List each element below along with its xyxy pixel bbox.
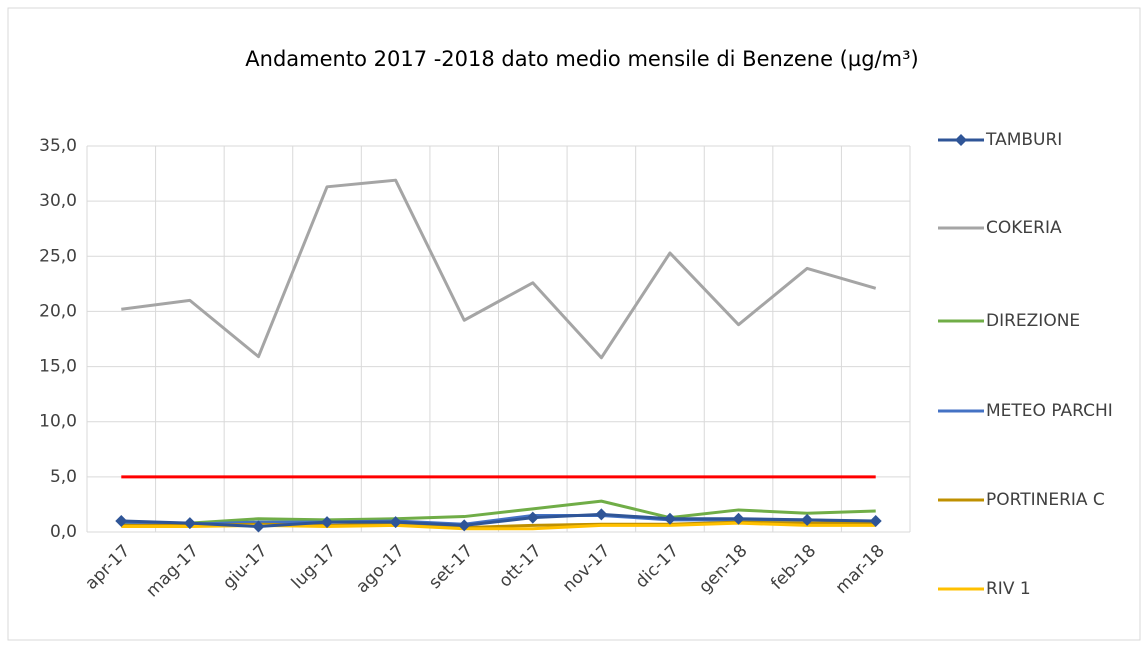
point-marker <box>389 516 402 529</box>
y-tick-label: 5,0 <box>50 467 77 487</box>
y-tick-label: 20,0 <box>39 301 77 321</box>
y-tick-label: 25,0 <box>39 246 77 266</box>
legend-label: TAMBURI <box>985 130 1062 150</box>
point-marker <box>663 512 676 525</box>
legend-label: COKERIA <box>986 218 1062 238</box>
legend-label: PORTINERIA C <box>986 490 1105 510</box>
legend-label: METEO PARCHI <box>986 401 1113 421</box>
legend-label: DIREZIONE <box>986 311 1080 331</box>
legend-label: RIV 1 <box>986 579 1031 599</box>
point-marker <box>252 520 265 533</box>
point-marker <box>321 516 334 529</box>
point-marker <box>183 517 196 530</box>
point-marker <box>869 514 882 527</box>
point-marker <box>801 513 814 526</box>
y-tick-label: 0,0 <box>50 522 77 542</box>
y-tick-label: 35,0 <box>39 136 77 156</box>
point-marker <box>458 519 471 532</box>
point-marker <box>115 514 128 527</box>
series-line <box>121 499 876 526</box>
point-marker <box>595 508 608 521</box>
chart-title: Andamento 2017 -2018 dato medio mensile … <box>245 47 918 71</box>
series-line <box>121 512 876 528</box>
y-tick-label: 10,0 <box>39 412 77 432</box>
chart-border <box>7 7 1141 641</box>
series-line <box>121 178 877 360</box>
legend-marker <box>955 134 967 146</box>
point-marker <box>526 511 539 524</box>
point-marker <box>732 512 745 525</box>
y-tick-label: 15,0 <box>39 357 77 377</box>
y-tick-label: 30,0 <box>39 191 77 211</box>
